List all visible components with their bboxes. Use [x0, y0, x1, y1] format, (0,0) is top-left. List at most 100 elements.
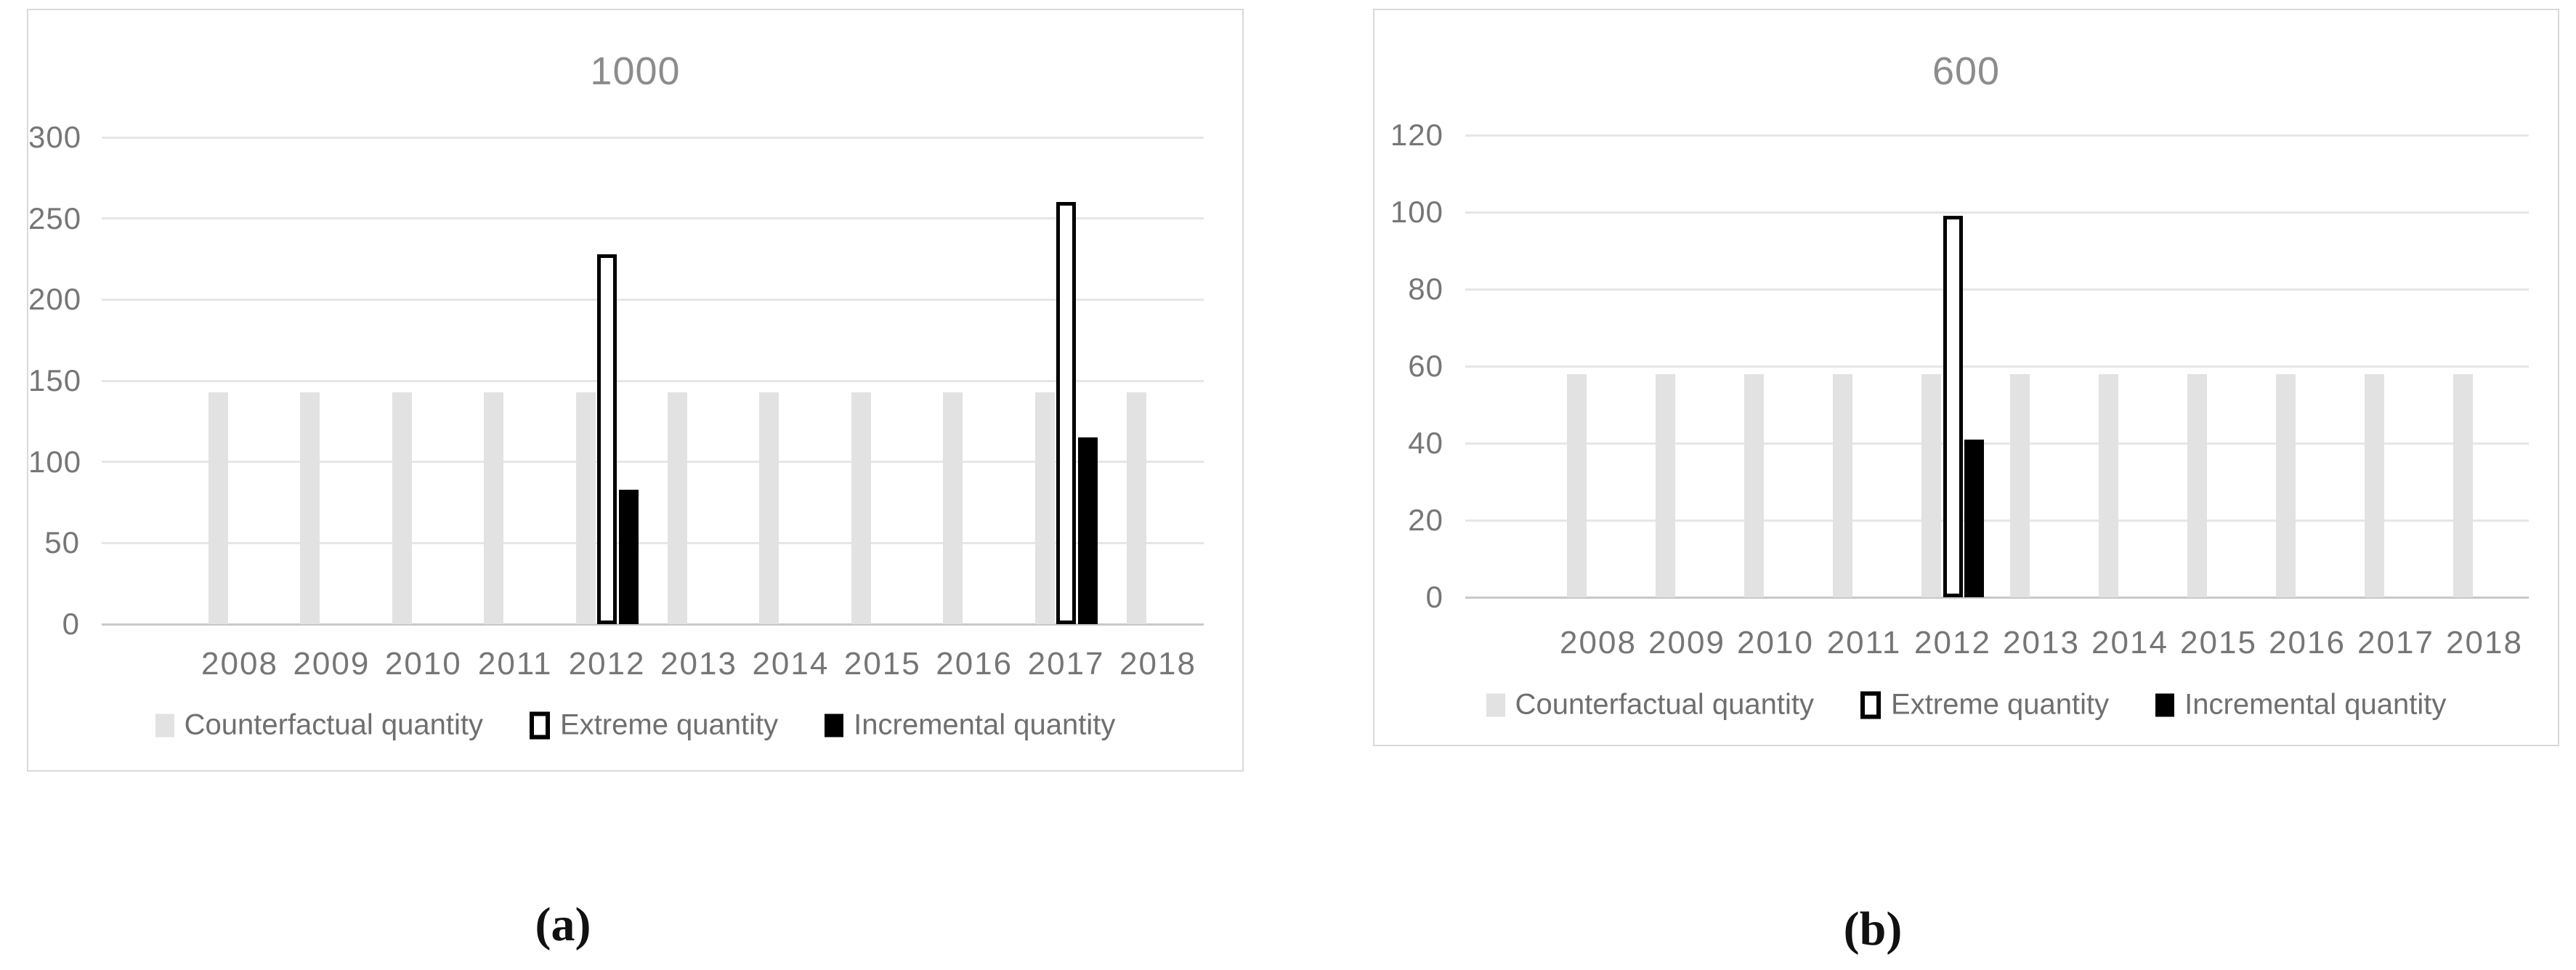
legend-swatch-extreme: [530, 711, 551, 739]
x-tick-label-2015: 2015: [843, 646, 921, 682]
bar-incremental-2012: [1964, 439, 1984, 597]
caption-a: (a): [535, 898, 591, 951]
y-tick-label-80: 80: [1408, 272, 1443, 306]
gridline-100: [1465, 211, 2529, 214]
bar-counterfactual-2012: [1921, 373, 1941, 597]
x-tick-label-2016: 2016: [2269, 625, 2346, 660]
chart-a-legend: Counterfactual quantity Extreme quantity I…: [28, 709, 1242, 742]
bar-counterfactual-2015: [851, 392, 871, 624]
x-tick-label-2012: 2012: [1914, 625, 1991, 660]
bar-counterfactual-2012: [575, 392, 596, 624]
y-tick-label-60: 60: [1408, 349, 1443, 383]
chart-b-legend: Counterfactual quantity Extreme quantity I…: [1374, 689, 2558, 722]
gridline-150: [102, 379, 1204, 382]
gridline-80: [1465, 288, 2529, 291]
y-tick-label-120: 120: [1390, 118, 1443, 152]
bar-counterfactual-2017: [2365, 373, 2384, 597]
bar-counterfactual-2014: [2099, 373, 2118, 597]
y-tick-label-40: 40: [1408, 426, 1443, 460]
bar-counterfactual-2018: [2453, 373, 2473, 597]
bar-counterfactual-2016: [943, 392, 963, 624]
y-tick-label-300: 300: [28, 120, 82, 154]
bar-counterfactual-2016: [2276, 373, 2296, 597]
y-tick-label-0: 0: [62, 607, 80, 641]
y-tick-label-250: 250: [28, 201, 82, 235]
bar-extreme-2012: [1943, 216, 1963, 597]
x-tick-label-2018: 2018: [1119, 646, 1196, 682]
bar-counterfactual-2013: [668, 392, 687, 624]
x-tick-label-2011: 2011: [477, 646, 553, 682]
bar-counterfactual-2011: [1833, 373, 1852, 597]
legend-label-incremental: Incremental quantity: [854, 708, 1116, 741]
legend-swatch-counterfactual: [1486, 693, 1505, 716]
gridline-200: [102, 298, 1204, 301]
y-tick-label-100: 100: [28, 444, 82, 479]
legend-label-extreme: Extreme quantity: [560, 708, 779, 741]
bar-counterfactual-2018: [1127, 392, 1146, 624]
bar-counterfactual-2014: [759, 392, 779, 624]
legend-swatch-counterfactual: [155, 714, 174, 737]
gridline-250: [102, 217, 1204, 220]
x-tick-label-2009: 2009: [1648, 625, 1725, 660]
legend-item-incremental: Incremental quantity: [2155, 689, 2446, 722]
chart-a-plot-area: 0 50 100 150 200 250 300 2008 2009 2010 2011 2012 20…: [28, 10, 1242, 770]
legend-label-counterfactual: Counterfactual quantity: [1515, 688, 1815, 721]
legend-label-incremental: Incremental quantity: [2184, 688, 2447, 721]
bar-extreme-2017: [1056, 202, 1077, 624]
x-tick-label-2013: 2013: [2003, 625, 2080, 660]
gridline-40: [1465, 442, 2529, 445]
y-tick-label-200: 200: [28, 282, 82, 317]
legend-label-counterfactual: Counterfactual quantity: [184, 708, 484, 741]
x-tick-label-2010: 2010: [384, 646, 462, 682]
y-tick-label-0: 0: [1425, 580, 1443, 614]
bar-counterfactual-2013: [2010, 373, 2030, 597]
x-tick-label-2011: 2011: [1826, 625, 1902, 660]
legend-item-counterfactual: Counterfactual quantity: [1486, 689, 1814, 722]
x-tick-label-2014: 2014: [2091, 625, 2168, 660]
x-tick-label-2010: 2010: [1737, 625, 1814, 660]
gridline-60: [1465, 365, 2529, 368]
bar-counterfactual-2009: [300, 392, 320, 624]
y-tick-label-150: 150: [28, 363, 82, 397]
legend-swatch-incremental: [2155, 693, 2175, 716]
chart-panel-a: 1000 0 50 100 150 200 250 300 2008 2009 2010 2011 2…: [27, 9, 1244, 772]
x-tick-label-2017: 2017: [1027, 646, 1105, 682]
x-tick-label-2013: 2013: [660, 646, 737, 682]
x-axis-line: [1465, 596, 2529, 599]
x-tick-label-2012: 2012: [568, 646, 646, 682]
x-tick-label-2017: 2017: [2357, 625, 2434, 660]
bar-counterfactual-2010: [392, 392, 412, 624]
legend-item-counterfactual: Counterfactual quantity: [155, 709, 483, 742]
bar-counterfactual-2008: [1567, 373, 1587, 597]
legend-label-extreme: Extreme quantity: [1891, 688, 2110, 721]
y-tick-label-50: 50: [44, 525, 80, 560]
bar-counterfactual-2009: [1656, 373, 1675, 597]
x-tick-label-2018: 2018: [2446, 625, 2523, 660]
x-tick-label-2014: 2014: [752, 646, 830, 682]
bar-incremental-2017: [1077, 437, 1098, 624]
legend-item-incremental: Incremental quantity: [825, 709, 1115, 742]
x-tick-label-2015: 2015: [2180, 625, 2257, 660]
bar-counterfactual-2011: [484, 392, 504, 624]
gridline-120: [1465, 134, 2529, 137]
legend-item-extreme: Extreme quantity: [1860, 689, 2109, 722]
y-tick-label-20: 20: [1408, 503, 1443, 537]
chart-a-title: 1000: [590, 49, 681, 93]
chart-b-plot-area: 0 20 40 60 80 100 120 2008 2009 2010 2011 2012 2013 2…: [1374, 10, 2558, 745]
bar-incremental-2012: [618, 489, 639, 624]
gridline-100: [102, 461, 1204, 464]
bar-counterfactual-2015: [2187, 373, 2207, 597]
chart-panel-b: 600 0 20 40 60 80 100 120 2008 2009 2010 2011 2012 2…: [1373, 9, 2559, 746]
caption-b: (b): [1843, 902, 1903, 955]
x-tick-label-2008: 2008: [201, 646, 278, 682]
x-tick-label-2009: 2009: [293, 646, 370, 682]
gridline-300: [102, 136, 1204, 139]
bar-counterfactual-2008: [208, 392, 228, 624]
x-axis-line: [102, 623, 1204, 626]
gridline-50: [102, 541, 1204, 544]
legend-swatch-incremental: [825, 714, 844, 737]
bar-extreme-2012: [597, 254, 617, 624]
bar-counterfactual-2010: [1744, 373, 1764, 597]
legend-item-extreme: Extreme quantity: [530, 709, 778, 742]
